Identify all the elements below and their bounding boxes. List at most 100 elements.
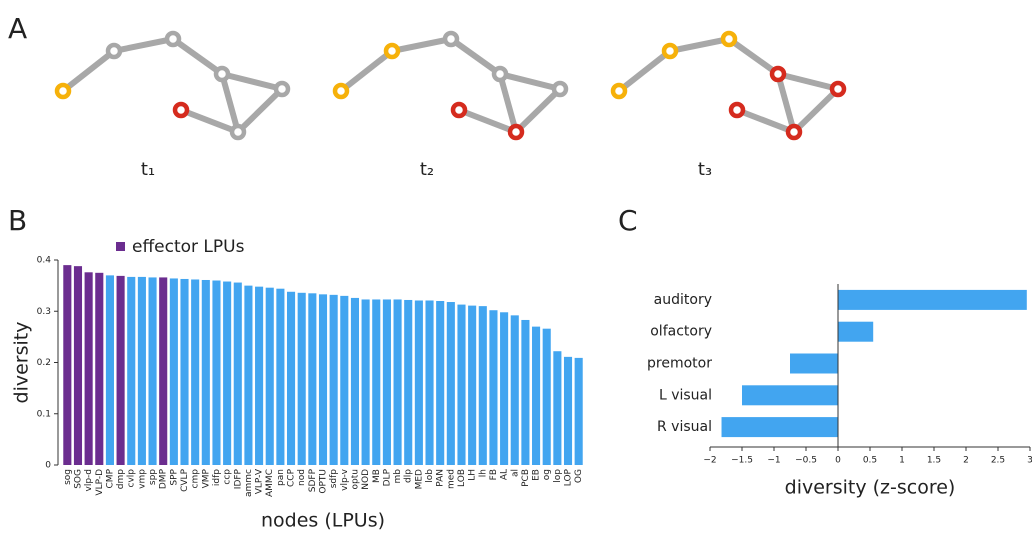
network-node bbox=[829, 80, 847, 98]
x-tick-label: OG bbox=[574, 469, 584, 483]
y-tick-label: 0.3 bbox=[37, 307, 51, 317]
network-edge bbox=[449, 36, 502, 77]
bar bbox=[201, 279, 210, 465]
network-edge bbox=[497, 73, 519, 133]
bar bbox=[361, 299, 370, 465]
network-edge bbox=[499, 71, 561, 92]
bar bbox=[414, 300, 423, 465]
network-node bbox=[442, 30, 460, 48]
network-edge bbox=[669, 36, 730, 54]
bar bbox=[838, 289, 1027, 310]
network-node bbox=[383, 42, 401, 60]
x-tick-label: sog bbox=[63, 469, 73, 485]
bar bbox=[73, 266, 83, 465]
network-node bbox=[164, 30, 182, 48]
x-tick-label: lob bbox=[425, 469, 435, 483]
network-edge bbox=[457, 107, 518, 135]
network-node bbox=[551, 80, 569, 98]
x-tick-label: 0.5 bbox=[863, 456, 877, 466]
network-node bbox=[172, 101, 190, 119]
y-tick-label: 0.1 bbox=[37, 409, 51, 419]
network-edge bbox=[617, 48, 672, 94]
network-node bbox=[105, 42, 123, 60]
network-node bbox=[610, 82, 628, 100]
y-tick-label: 0.2 bbox=[37, 358, 51, 368]
x-tick-label: IDFP bbox=[233, 468, 243, 489]
bar bbox=[95, 272, 104, 465]
x-tick-label: 2.5 bbox=[991, 456, 1005, 466]
bar bbox=[286, 291, 296, 465]
bar bbox=[244, 285, 253, 465]
network-edge bbox=[791, 86, 841, 135]
bar bbox=[116, 275, 125, 465]
x-tick-label: optu bbox=[350, 469, 360, 489]
x-tick-label: LOP bbox=[564, 468, 574, 486]
network-node bbox=[728, 101, 746, 119]
bar bbox=[563, 356, 573, 465]
network-node bbox=[332, 82, 350, 100]
y-tick-label: olfactory bbox=[650, 324, 712, 340]
bar bbox=[255, 286, 264, 465]
x-tick-label: DLP bbox=[382, 468, 392, 486]
bar bbox=[223, 281, 232, 465]
bar bbox=[425, 300, 434, 465]
x-tick-label: CCP bbox=[287, 468, 297, 487]
x-tick-label: idfp bbox=[212, 469, 222, 486]
x-tick-label: lop bbox=[553, 469, 563, 483]
x-tick-label: MB bbox=[372, 469, 382, 483]
x-tick-label: VLP-D bbox=[95, 469, 105, 496]
network-node bbox=[54, 82, 72, 100]
x-tick-label: AMMC bbox=[265, 469, 275, 497]
bar bbox=[446, 302, 455, 465]
bar bbox=[721, 417, 838, 438]
network-node bbox=[450, 101, 468, 119]
x-tick-label: 1.5 bbox=[927, 456, 941, 466]
bar bbox=[212, 280, 221, 465]
x-tick-label: −2 bbox=[703, 456, 716, 466]
x-tick-label: −0.5 bbox=[795, 456, 817, 466]
x-tick-label: vmp bbox=[137, 469, 147, 489]
legend-label: effector LPUs bbox=[132, 237, 245, 257]
bar bbox=[84, 272, 93, 465]
bar bbox=[159, 277, 168, 465]
x-tick-label: vlp-v bbox=[340, 468, 350, 491]
x-tick-label: dlp bbox=[404, 469, 414, 483]
network-diagrams bbox=[54, 30, 847, 141]
network-edge bbox=[777, 71, 839, 92]
x-tick-label: 0 bbox=[835, 456, 841, 466]
y-tick-label: premotor bbox=[647, 356, 712, 372]
x-tick-label: spp bbox=[148, 469, 158, 485]
bar bbox=[393, 299, 402, 465]
x-tick-label: 3 bbox=[1027, 456, 1032, 466]
x-tick-label: pan bbox=[276, 469, 286, 486]
bar bbox=[148, 277, 157, 465]
y-tick-label: auditory bbox=[654, 292, 712, 308]
network-edge bbox=[235, 86, 285, 135]
y-tick-label: 0 bbox=[45, 461, 51, 471]
x-tick-label: med bbox=[446, 469, 456, 489]
bar bbox=[468, 305, 477, 465]
network-edge bbox=[61, 48, 116, 94]
x-axis-label: nodes (LPUs) bbox=[261, 510, 385, 532]
x-tick-label: vlp-d bbox=[84, 469, 94, 492]
x-tick-label: ammc bbox=[244, 469, 254, 497]
bar bbox=[742, 385, 838, 406]
x-tick-label: mb bbox=[393, 469, 403, 484]
x-tick-label: og bbox=[542, 469, 552, 480]
network-node bbox=[769, 65, 787, 83]
bar bbox=[329, 294, 338, 465]
bar bbox=[265, 287, 274, 465]
bar bbox=[350, 297, 360, 465]
x-tick-label: lh bbox=[478, 469, 488, 477]
bar bbox=[308, 293, 317, 465]
bar bbox=[489, 310, 498, 465]
bar bbox=[553, 351, 562, 465]
x-tick-label: nod bbox=[297, 469, 307, 486]
bar bbox=[169, 278, 178, 465]
time-label: t₁ bbox=[141, 159, 155, 180]
network-node bbox=[273, 80, 291, 98]
time-label: t₂ bbox=[420, 159, 434, 180]
bar bbox=[372, 299, 381, 465]
bar bbox=[542, 328, 551, 465]
